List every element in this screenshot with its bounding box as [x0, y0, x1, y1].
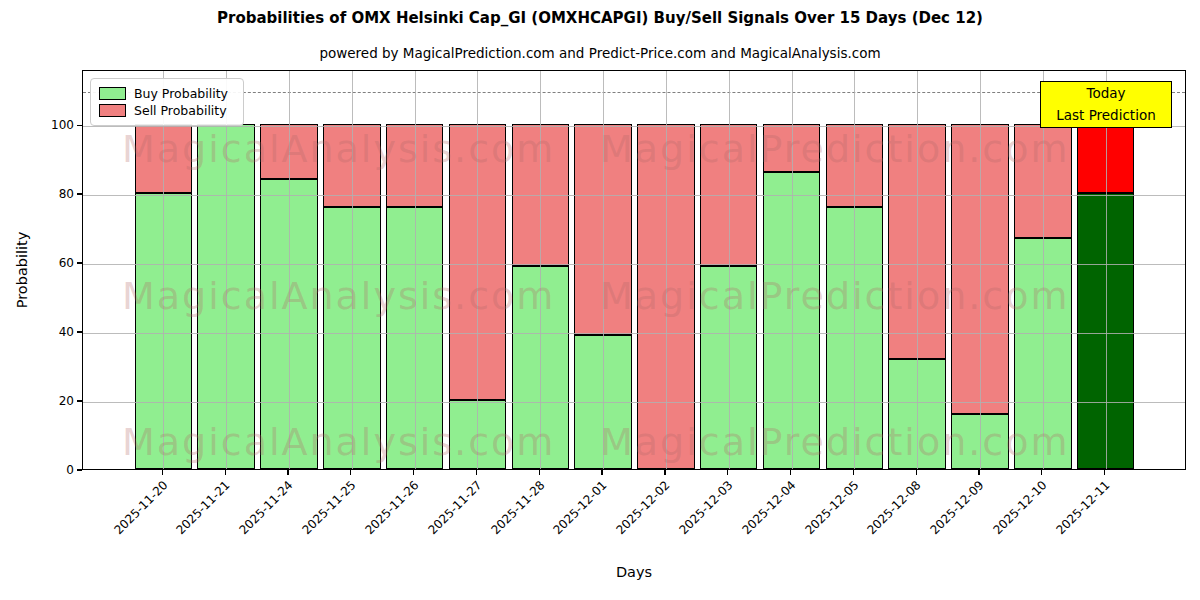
buy-swatch-icon [99, 87, 126, 100]
x-tick-mark [664, 470, 665, 475]
today-line2: Last Prediction [1041, 105, 1171, 127]
y-tick-label: 40 [32, 324, 74, 340]
legend-label-buy: Buy Probability [134, 86, 228, 101]
v-gridline [352, 71, 353, 469]
h-gridline-100 [83, 126, 1185, 127]
y-tick-mark [77, 125, 82, 126]
v-gridline [289, 71, 290, 469]
dashed-threshold-line [83, 92, 1185, 93]
h-gridline-20 [83, 402, 1185, 403]
x-tick-mark [413, 470, 414, 475]
x-tick-label: 2025-11-20 [111, 478, 170, 537]
x-tick-mark [790, 470, 791, 475]
x-tick-label: 2025-12-11 [1053, 478, 1112, 537]
v-gridline [163, 71, 164, 469]
x-tick-mark [916, 470, 917, 475]
x-tick-label: 2025-12-05 [802, 478, 861, 537]
y-tick-label: 20 [32, 393, 74, 409]
y-tick-mark [77, 262, 82, 263]
y-tick-mark [77, 400, 82, 401]
plot-area [82, 70, 1186, 470]
sell-swatch-icon [99, 104, 126, 117]
v-gridline [415, 71, 416, 469]
y-tick-label: 0 [32, 462, 74, 478]
x-tick-mark [162, 470, 163, 475]
h-gridline-80 [83, 195, 1185, 196]
v-gridline [792, 71, 793, 469]
x-tick-label: 2025-11-21 [174, 478, 233, 537]
x-tick-label: 2025-12-04 [739, 478, 798, 537]
v-gridline [854, 71, 855, 469]
x-tick-mark [1041, 470, 1042, 475]
y-tick-mark [77, 469, 82, 470]
y-tick-label: 60 [32, 255, 74, 271]
x-tick-mark [853, 470, 854, 475]
y-tick-mark [77, 331, 82, 332]
x-tick-mark [727, 470, 728, 475]
x-tick-label: 2025-12-09 [928, 478, 987, 537]
x-tick-label: 2025-11-26 [362, 478, 421, 537]
y-tick-mark [77, 193, 82, 194]
x-tick-mark [225, 470, 226, 475]
x-tick-mark [539, 470, 540, 475]
x-tick-label: 2025-12-01 [551, 478, 610, 537]
legend-item-sell: Sell Probability [99, 103, 235, 118]
v-gridline [917, 71, 918, 469]
x-tick-mark [476, 470, 477, 475]
x-tick-label: 2025-11-28 [488, 478, 547, 537]
h-gridline-60 [83, 264, 1185, 265]
chart-subtitle: powered by MagicalPrediction.com and Pre… [0, 45, 1200, 61]
x-tick-label: 2025-12-03 [676, 478, 735, 537]
today-line1: Today [1041, 83, 1171, 105]
v-gridline [1106, 71, 1107, 469]
chart-title: Probabilities of OMX Helsinki Cap_GI (OM… [0, 9, 1200, 27]
x-tick-mark [1104, 470, 1105, 475]
y-axis-label: Probability [14, 232, 30, 309]
today-annotation-box: Today Last Prediction [1040, 81, 1172, 128]
x-tick-label: 2025-11-27 [425, 478, 484, 537]
v-gridline [477, 71, 478, 469]
y-tick-label: 80 [32, 186, 74, 202]
v-gridline [666, 71, 667, 469]
legend-label-sell: Sell Probability [134, 103, 227, 118]
v-gridline [540, 71, 541, 469]
x-tick-label: 2025-12-02 [614, 478, 673, 537]
v-gridline [1043, 71, 1044, 469]
x-tick-label: 2025-11-24 [237, 478, 296, 537]
v-gridline [603, 71, 604, 469]
v-gridline [980, 71, 981, 469]
x-axis-label: Days [616, 564, 652, 580]
x-tick-mark [978, 470, 979, 475]
x-tick-label: 2025-12-10 [990, 478, 1049, 537]
x-tick-mark [601, 470, 602, 475]
figure: Probabilities of OMX Helsinki Cap_GI (OM… [0, 0, 1200, 600]
x-tick-label: 2025-11-25 [300, 478, 359, 537]
v-gridline [226, 71, 227, 469]
y-tick-label: 100 [32, 117, 74, 133]
x-tick-label: 2025-12-08 [865, 478, 924, 537]
legend: Buy Probability Sell Probability [90, 78, 244, 126]
x-tick-mark [350, 470, 351, 475]
x-tick-mark [287, 470, 288, 475]
h-gridline-40 [83, 333, 1185, 334]
legend-item-buy: Buy Probability [99, 86, 235, 101]
v-gridline [729, 71, 730, 469]
